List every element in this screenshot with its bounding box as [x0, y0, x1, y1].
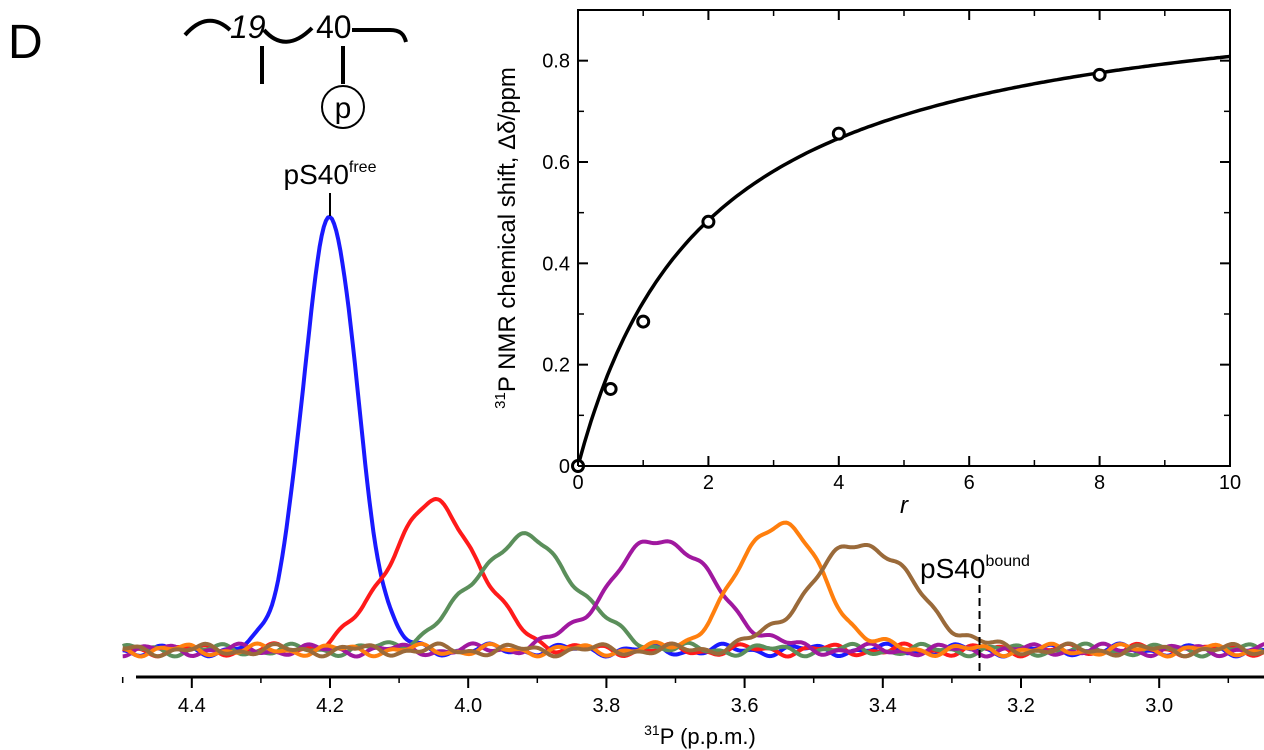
data-point [831, 126, 846, 141]
inset-y-tick-label: 0.4 [542, 253, 570, 275]
data-point [701, 214, 716, 229]
spectrum-x-tick-label: 3.4 [869, 695, 897, 717]
spectrum-x-tick-label: 3.6 [731, 695, 759, 717]
inset-x-axis-label: r [900, 492, 909, 519]
spectrum-x-tick-label: 3.0 [1145, 695, 1173, 717]
spectra-series [122, 215, 1264, 659]
annotation-free-sup: free [349, 159, 377, 176]
spectrum-x-tick-label: 4.2 [316, 695, 344, 717]
spectrum-x-ticks: 4.4 4.2 4.0 3.8 3.6 3.4 3.2 3.0 [121, 677, 1230, 717]
inset-x-tick-label: 2 [703, 472, 714, 494]
inset-x-tick-label: 10 [1219, 472, 1241, 494]
annotation-pS40-free: pS40free [284, 159, 377, 216]
svg-text:pS40free: pS40free [284, 159, 377, 190]
inset-x-tick-label: 0 [572, 472, 583, 494]
phospho-label: p [335, 92, 352, 125]
inset-y-tick-label: 0 [559, 456, 570, 478]
inset-x-ticks: 0 2 4 6 8 10 [572, 10, 1241, 494]
data-point [603, 381, 618, 396]
fit-curve [576, 54, 1231, 467]
inset-data-points [571, 67, 1107, 473]
inset-y-ticks: 0 0.2 0.4 0.6 0.8 [542, 9, 1230, 478]
spectrum-series-2 [122, 497, 1264, 659]
annotation-bound-sup: bound [985, 553, 1030, 570]
annotation-bound-base: pS40 [920, 553, 985, 584]
inset-x-tick-label: 4 [833, 472, 844, 494]
spectrum-x-tick-label: 3.2 [1007, 695, 1035, 717]
inset-y-axis-label: 31P NMR chemical shift, Δδ/ppm [492, 67, 521, 409]
spectrum-x-tick-label: 4.4 [178, 695, 206, 717]
schematic-residue-19: 19 [230, 9, 266, 45]
inset-y-tick-label: 0.6 [542, 152, 570, 174]
inset-x-tick-label: 8 [1094, 472, 1105, 494]
data-point [636, 314, 651, 329]
spectrum-x-tick-label: 3.8 [592, 695, 620, 717]
data-point [1092, 67, 1107, 82]
inset-y-tick-label: 0.2 [542, 355, 570, 377]
annotation-free-base: pS40 [284, 159, 349, 190]
spectrum-x-tick-label: 4.0 [454, 695, 482, 717]
inset-x-tick-label: 6 [964, 472, 975, 494]
annotation-pS40-bound: pS40bound [920, 553, 1030, 672]
spectrum-chart: 4.4 4.2 4.0 3.8 3.6 3.4 3.2 3.0 31P (p.p.m.) pS… [121, 159, 1264, 749]
spectrum-x-axis-label: 31P (p.p.m.) [644, 722, 756, 749]
inset-titration-chart: 0 2 4 6 8 10 0 0.2 0.4 0.6 0.8 r 31P NMR chemical… [492, 9, 1241, 519]
inset-plot-area [577, 9, 1231, 467]
schematic-residue-40: 40 [316, 9, 352, 45]
phospho-circle [321, 85, 365, 129]
spectrum-series-6 [122, 543, 1264, 659]
inset-y-tick-label: 0.8 [542, 51, 570, 73]
protein-schematic: 19 40 p [183, 9, 408, 129]
svg-text:pS40bound: pS40bound [920, 553, 1030, 584]
panel-label: D [8, 16, 43, 69]
spectrum-series-5 [122, 520, 1264, 659]
